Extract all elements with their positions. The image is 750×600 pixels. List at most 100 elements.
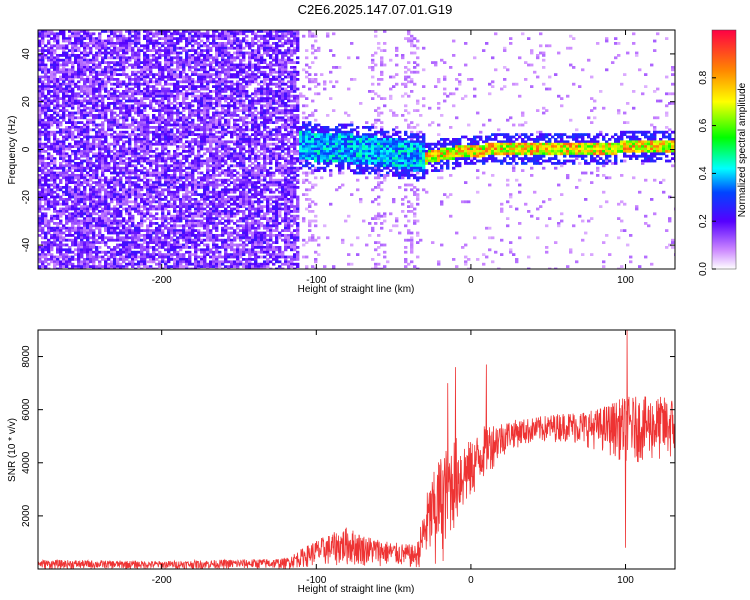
- heatmap-cell: [233, 188, 237, 192]
- heatmap-cell: [74, 176, 78, 180]
- heatmap-cell: [113, 210, 117, 213]
- heatmap-cell: [110, 262, 114, 266]
- heatmap-cell: [170, 44, 174, 48]
- heatmap-cell: [158, 181, 162, 184]
- heatmap-cell: [116, 214, 120, 218]
- heatmap-cell: [50, 94, 54, 98]
- heatmap-cell: [188, 198, 192, 201]
- heatmap-cell: [149, 253, 153, 256]
- heatmap-cell: [119, 80, 123, 84]
- heatmap-cell: [224, 198, 228, 201]
- heatmap-cell: [155, 73, 159, 76]
- heatmap-cell: [188, 116, 192, 120]
- heatmap-cell: [77, 116, 81, 120]
- heatmap-cell: [185, 56, 189, 60]
- heatmap-cell: [128, 49, 132, 52]
- heatmap-cell: [107, 63, 111, 67]
- heatmap-cell: [155, 128, 159, 132]
- heatmap-cell: [83, 229, 87, 232]
- heatmap-cell: [104, 260, 108, 264]
- heatmap-cell: [65, 238, 69, 242]
- heatmap-cell: [131, 49, 135, 52]
- heatmap-cell: [98, 202, 102, 206]
- heatmap-cell: [68, 250, 72, 254]
- heatmap-cell: [65, 250, 69, 254]
- heatmap-cell: [53, 186, 57, 189]
- heatmap-cell: [191, 253, 195, 256]
- heatmap-cell: [44, 164, 48, 168]
- heatmap-cell: [104, 166, 108, 170]
- heatmap-cell: [233, 181, 237, 184]
- heatmap-cell: [224, 75, 228, 79]
- heatmap-cell: [107, 152, 111, 156]
- heatmap-cell: [194, 210, 198, 213]
- heatmap-cell: [80, 166, 84, 170]
- heatmap-cell: [110, 135, 114, 139]
- heatmap-cell: [179, 51, 183, 55]
- heatmap-cell: [119, 202, 123, 206]
- heatmap-cell: [206, 267, 210, 269]
- heatmap-cell: [158, 68, 162, 72]
- heatmap-cell: [185, 171, 189, 175]
- heatmap-cell: [98, 114, 102, 117]
- heatmap-cell: [137, 37, 141, 40]
- heatmap-cell: [53, 190, 57, 194]
- heatmap-cell: [125, 188, 129, 192]
- heatmap-cell: [65, 193, 69, 196]
- heatmap-cell: [227, 32, 231, 36]
- heatmap-cell: [134, 157, 138, 160]
- heatmap-cell: [128, 37, 132, 40]
- heatmap-cell: [50, 241, 54, 244]
- heatmap-cell: [107, 166, 111, 170]
- heatmap-cell: [137, 111, 141, 115]
- heatmap-cell: [197, 152, 201, 156]
- heatmap-cell: [200, 159, 204, 163]
- heatmap-cell: [134, 166, 138, 170]
- heatmap-cell: [74, 152, 78, 156]
- heatmap-cell: [116, 183, 120, 187]
- heatmap-cell: [38, 169, 42, 172]
- heatmap-cell: [161, 243, 165, 247]
- heatmap-cell: [92, 63, 96, 67]
- heatmap-cell: [224, 190, 228, 194]
- heatmap-cell: [215, 214, 219, 218]
- heatmap-cell: [134, 159, 138, 163]
- heatmap-cell: [116, 222, 120, 225]
- heatmap-cell: [65, 109, 69, 112]
- heatmap-cell: [44, 217, 48, 220]
- heatmap-cell: [188, 214, 192, 218]
- heatmap-cell: [197, 90, 201, 93]
- heatmap-cell: [212, 205, 216, 208]
- heatmap-cell: [236, 32, 240, 36]
- heatmap-cell: [107, 207, 111, 211]
- heatmap-cell: [113, 250, 117, 254]
- heatmap-cell: [98, 150, 102, 153]
- heatmap-cell: [179, 75, 183, 79]
- heatmap-cell: [212, 126, 216, 129]
- heatmap-cell: [179, 34, 183, 38]
- heatmap-cell: [50, 219, 54, 223]
- heatmap-cell: [161, 49, 165, 52]
- heatmap-cell: [62, 198, 66, 201]
- heatmap-cell: [122, 248, 126, 252]
- heatmap-cell: [62, 145, 66, 148]
- heatmap-cell: [44, 166, 48, 170]
- heatmap-cell: [47, 138, 51, 141]
- heatmap-cell: [65, 248, 69, 252]
- heatmap-cell: [140, 200, 144, 204]
- heatmap-cell: [167, 66, 171, 69]
- heatmap-cell: [176, 186, 180, 189]
- heatmap-cell: [128, 241, 132, 244]
- heatmap-cell: [161, 164, 165, 168]
- heatmap-cell: [92, 188, 96, 192]
- heatmap-cell: [98, 42, 102, 45]
- heatmap-cell: [203, 118, 207, 122]
- heatmap-cell: [215, 210, 219, 213]
- heatmap-cell: [113, 265, 117, 268]
- heatmap-cell: [59, 219, 63, 223]
- heatmap-cell: [74, 94, 78, 98]
- heatmap-cell: [212, 90, 216, 93]
- heatmap-cell: [80, 34, 84, 38]
- heatmap-cell: [44, 75, 48, 79]
- heatmap-cell: [164, 159, 168, 163]
